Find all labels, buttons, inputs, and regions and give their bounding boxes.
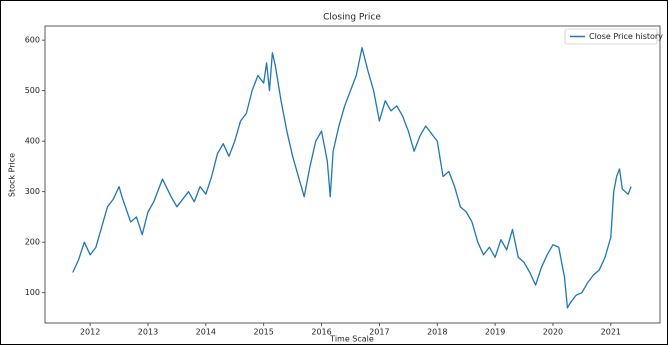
line-series [72,47,632,309]
y-axis-label: Stock Price [8,153,17,197]
x-tick-label: 2013 [138,328,158,337]
x-axis-label: Time Scale [329,335,374,344]
x-tick-label: 2016 [311,328,331,337]
y-tick-label: 200 [25,238,40,247]
y-tick-label: 100 [25,288,40,297]
x-tick-label: 2021 [601,328,621,337]
chart-title: Closing Price [323,13,381,23]
legend-box [564,28,658,45]
legend-label: Close Price history [589,32,663,41]
x-tick-label: 2018 [427,328,447,337]
y-tick-label: 300 [25,187,40,196]
x-tick-label: 2017 [369,328,389,337]
x-tick-label: 2019 [485,328,505,337]
y-tick-label: 600 [25,36,40,45]
y-tick-label: 500 [25,86,40,95]
y-tick-label: 400 [25,137,40,146]
x-tick-label: 2012 [80,328,100,337]
x-tick-label: 2015 [254,328,274,337]
x-tick-label: 2020 [543,328,563,337]
x-tick-label: 2014 [196,328,216,337]
plot-area [44,25,661,324]
